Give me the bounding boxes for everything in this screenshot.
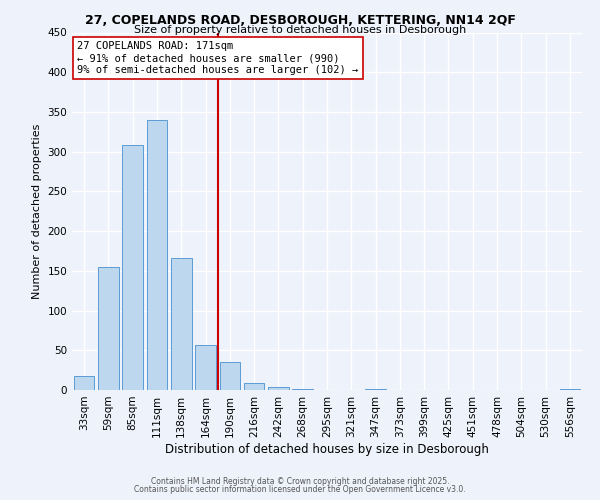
Bar	[560, 389, 580, 390]
Y-axis label: Number of detached properties: Number of detached properties	[32, 124, 42, 299]
Bar	[74, 376, 94, 390]
Bar	[171, 258, 191, 390]
Bar	[365, 389, 386, 390]
Bar	[244, 383, 265, 390]
Bar	[220, 362, 240, 390]
Bar	[98, 267, 119, 390]
Text: 27, COPELANDS ROAD, DESBOROUGH, KETTERING, NN14 2QF: 27, COPELANDS ROAD, DESBOROUGH, KETTERIN…	[85, 14, 515, 27]
Bar	[195, 344, 216, 390]
X-axis label: Distribution of detached houses by size in Desborough: Distribution of detached houses by size …	[165, 442, 489, 456]
Text: Contains HM Land Registry data © Crown copyright and database right 2025.: Contains HM Land Registry data © Crown c…	[151, 477, 449, 486]
Bar	[122, 146, 143, 390]
Bar	[146, 120, 167, 390]
Text: 27 COPELANDS ROAD: 171sqm
← 91% of detached houses are smaller (990)
9% of semi-: 27 COPELANDS ROAD: 171sqm ← 91% of detac…	[77, 42, 358, 74]
Bar	[292, 389, 313, 390]
Text: Size of property relative to detached houses in Desborough: Size of property relative to detached ho…	[134, 25, 466, 35]
Bar	[268, 387, 289, 390]
Text: Contains public sector information licensed under the Open Government Licence v3: Contains public sector information licen…	[134, 484, 466, 494]
